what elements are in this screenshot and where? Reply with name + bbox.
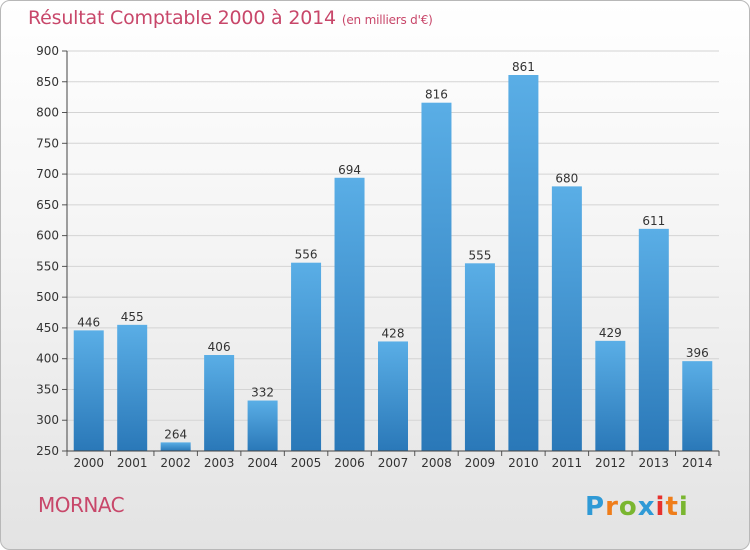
bar-2003	[204, 355, 235, 451]
bars	[73, 75, 713, 451]
x-tick-label-2013: 2013	[639, 456, 670, 470]
chart-title-unit: (en milliers d'€)	[341, 13, 433, 27]
data-label-2009: 555	[468, 248, 491, 262]
bar-2000	[73, 330, 104, 451]
bar-2013	[638, 228, 669, 451]
x-tick-label-2005: 2005	[291, 456, 322, 470]
x-tick-label-2010: 2010	[508, 456, 539, 470]
data-label-2004: 332	[251, 386, 274, 400]
bar-2010	[508, 75, 539, 451]
data-label-2001: 455	[121, 310, 144, 324]
x-tick-label-2007: 2007	[378, 456, 409, 470]
y-tick-label: 550	[36, 259, 59, 273]
chart-title: Résultat Comptable 2000 à 2014 (en millie…	[28, 7, 433, 29]
x-tick-label-2012: 2012	[595, 456, 626, 470]
x-tick-label-2004: 2004	[247, 456, 278, 470]
data-label-2005: 556	[295, 248, 318, 262]
bar-2008	[421, 102, 452, 451]
y-tick-label: 350	[36, 382, 59, 396]
data-label-2008: 816	[425, 88, 448, 102]
x-tick-label-2001: 2001	[117, 456, 148, 470]
y-tick-label: 900	[36, 44, 59, 58]
x-tick-label-2003: 2003	[204, 456, 235, 470]
data-label-2012: 429	[599, 326, 622, 340]
x-tick-label-2008: 2008	[421, 456, 452, 470]
data-label-2003: 406	[208, 340, 231, 354]
data-label-2011: 680	[555, 171, 578, 185]
y-tick-label: 800	[36, 106, 59, 120]
x-axis-ticks: 2000 2001 2002 2003 2004 2005 2006 2007 2008 2009…	[66, 451, 720, 470]
y-tick-label: 650	[36, 198, 59, 212]
bar-2004	[247, 400, 278, 451]
proxiti-logo: Proxiti	[585, 492, 689, 522]
bar-2005	[291, 262, 322, 451]
bar-2007	[378, 341, 408, 451]
data-labels: 446 455 264 406 332 556 694 428 816 555 861 680 429 6…	[77, 60, 708, 441]
bar-2009	[464, 263, 495, 451]
y-tick-label: 500	[36, 290, 59, 304]
x-tick-label-2006: 2006	[334, 456, 365, 470]
x-tick-label-2009: 2009	[465, 456, 496, 470]
svg-text:Proxiti: Proxiti	[585, 492, 689, 522]
data-label-2007: 428	[382, 326, 405, 340]
x-tick-label-2014: 2014	[682, 456, 713, 470]
y-tick-label: 850	[36, 75, 59, 89]
y-tick-label: 600	[36, 229, 59, 243]
data-label-2002: 264	[164, 427, 187, 441]
x-tick-label-2011: 2011	[552, 456, 583, 470]
y-tick-label: 750	[36, 136, 59, 150]
x-tick-label-2002: 2002	[160, 456, 191, 470]
axes	[66, 51, 719, 452]
y-tick-label: 300	[36, 413, 59, 427]
y-tick-label: 400	[36, 352, 59, 366]
x-tick-label-2000: 2000	[73, 456, 104, 470]
bar-2012	[595, 340, 626, 451]
bar-2011	[551, 186, 582, 451]
chart-title-text: Résultat Comptable 2000 à 2014	[28, 7, 336, 29]
y-tick-label: 250	[36, 444, 59, 458]
data-label-2000: 446	[77, 315, 100, 329]
data-label-2010: 861	[512, 60, 535, 74]
bar-2006	[334, 177, 365, 451]
town-name: MORNAC	[38, 493, 125, 517]
bar-2001	[117, 324, 148, 451]
bar-2002	[160, 442, 191, 451]
y-tick-label: 700	[36, 167, 59, 181]
data-label-2013: 611	[642, 214, 665, 228]
data-label-2014: 396	[686, 346, 709, 360]
data-label-2006: 694	[338, 163, 361, 177]
y-axis-ticks: 250 300 350 400 450 500 550 600 650 700 750 800 850 9…	[36, 44, 67, 458]
y-tick-label: 450	[36, 321, 59, 335]
bar-2014	[682, 361, 713, 451]
